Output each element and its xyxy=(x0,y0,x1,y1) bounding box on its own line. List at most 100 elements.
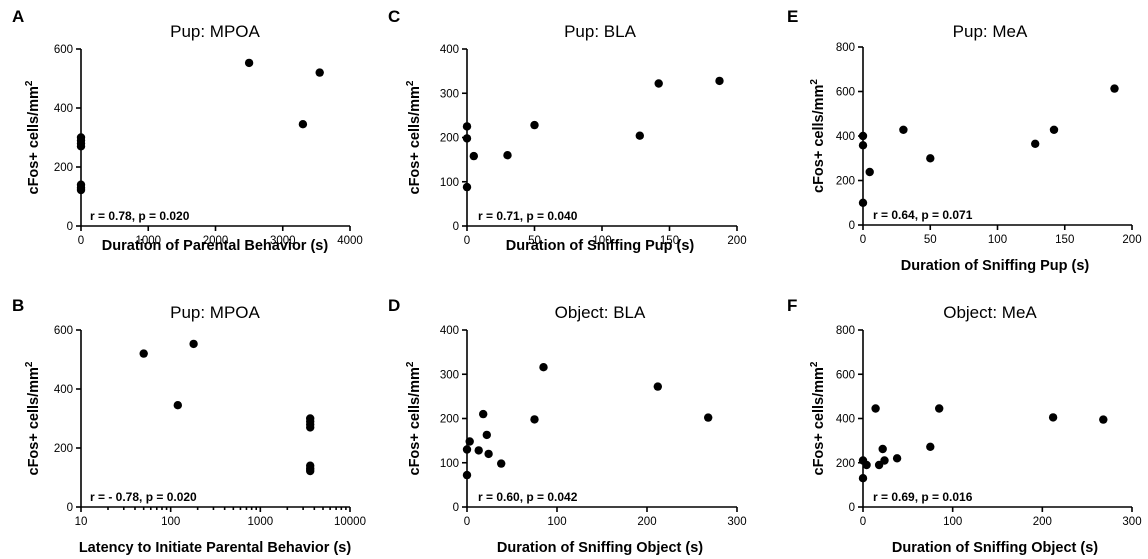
data-point xyxy=(715,76,724,86)
x-tick-label: 10 xyxy=(75,516,88,528)
data-point xyxy=(899,125,908,134)
data-point xyxy=(1049,125,1059,134)
data-point xyxy=(858,474,868,483)
y-tick-label: 600 xyxy=(836,87,855,99)
panel-letter: C xyxy=(388,7,400,26)
panel-b: B Pup: MPOA 0 200 400 600 10 100 1000 10000 Latenc… xyxy=(12,296,366,556)
x-tick-label: 150 xyxy=(660,235,679,247)
data-point xyxy=(926,442,935,451)
data-point xyxy=(462,134,472,143)
panel-title: Pup: MeA xyxy=(953,22,1028,41)
y-axis-label-text: cFos+ cells/mm xyxy=(407,86,423,194)
x-axis-label: Duration of Sniffing Pup (s) xyxy=(506,238,695,254)
x-tick-label: 3000 xyxy=(270,235,296,247)
panel-title: Pup: MPOA xyxy=(170,303,260,322)
data-point xyxy=(474,446,483,455)
y-tick-label: 300 xyxy=(440,369,459,381)
x-tick-label: 0 xyxy=(78,235,84,247)
x-tick-label: 100 xyxy=(161,516,180,528)
y-tick-label: 200 xyxy=(836,176,855,188)
x-tick-label: 50 xyxy=(924,234,937,246)
stat-annotation: r = 0.64, p = 0.071 xyxy=(873,208,973,222)
data-point xyxy=(871,404,880,413)
data-point xyxy=(315,68,324,77)
data-point xyxy=(298,120,308,129)
data-point xyxy=(530,120,539,130)
stat-annotation: r = 0.71, p = 0.040 xyxy=(478,209,578,223)
data-point xyxy=(1099,415,1108,424)
x-tick-label: 2000 xyxy=(203,235,229,247)
data-point xyxy=(635,131,644,140)
stat-annotation: r = 0.60, p = 0.042 xyxy=(478,490,578,504)
y-tick-label: 100 xyxy=(440,458,459,470)
data-point xyxy=(462,182,472,192)
x-tick-label: 0 xyxy=(464,235,470,247)
x-tick-label: 200 xyxy=(1033,516,1052,528)
x-tick-label: 1000 xyxy=(135,235,161,247)
panel-letter: E xyxy=(787,7,798,26)
y-axis-label: cFos+ cells/mm2 xyxy=(405,80,423,194)
data-point xyxy=(139,349,148,358)
data-point xyxy=(173,401,182,410)
x-tick-label: 10000 xyxy=(334,516,366,528)
y-tick-label: 600 xyxy=(54,44,73,56)
y-tick-label: 400 xyxy=(836,131,855,143)
y-axis-label-text: cFos+ cells/mm xyxy=(407,367,423,475)
data-point xyxy=(244,58,254,68)
data-point xyxy=(1031,139,1040,148)
x-tick-label: 200 xyxy=(637,516,656,528)
y-tick-label: 400 xyxy=(54,384,73,396)
data-point xyxy=(858,141,868,150)
y-tick-label: 800 xyxy=(836,42,855,54)
y-axis-label-superscript: 2 xyxy=(809,361,820,367)
y-axis-label-superscript: 2 xyxy=(405,80,416,86)
data-point xyxy=(306,466,315,476)
data-point xyxy=(892,454,902,463)
y-tick-label: 200 xyxy=(440,133,459,145)
panel-e: E Pup: MeA 0 200 400 600 800 0 50 100 150 200 Durati… xyxy=(787,7,1142,274)
panel-letter: F xyxy=(787,296,797,315)
x-tick-label: 100 xyxy=(943,516,962,528)
x-axis-label: Duration of Sniffing Object (s) xyxy=(892,540,1098,556)
y-tick-label: 600 xyxy=(54,325,73,337)
y-axis-label-superscript: 2 xyxy=(24,361,35,367)
y-tick-label: 200 xyxy=(54,162,73,174)
data-point xyxy=(462,445,472,454)
y-axis-label: cFos+ cells/mm2 xyxy=(809,361,827,475)
data-point xyxy=(462,470,472,480)
data-point xyxy=(539,363,548,372)
panel-c: C Pup: BLA 0 100 200 300 400 0 50 100 150 200 Durati… xyxy=(388,7,747,254)
x-tick-label: 300 xyxy=(1122,516,1141,528)
x-tick-label: 100 xyxy=(547,516,566,528)
data-point xyxy=(865,167,874,177)
data-point xyxy=(482,430,491,440)
y-axis-label-superscript: 2 xyxy=(809,79,820,85)
x-tick-label: 4000 xyxy=(337,235,363,247)
panel-d: D Object: BLA 0 100 200 300 400 0 100 200 300 Durat… xyxy=(388,296,747,556)
panel-a: A Pup: MPOA 0 200 400 600 0 1000 2000 3000 4000 Dur… xyxy=(12,7,363,254)
x-tick-label: 0 xyxy=(860,516,866,528)
stat-annotation: r = 0.69, p = 0.016 xyxy=(873,490,973,504)
y-tick-label: 0 xyxy=(849,502,855,514)
panel-f: F Object: MeA 0 200 400 600 800 0 100 200 300 Durat… xyxy=(787,296,1142,556)
data-point xyxy=(497,459,506,468)
data-point xyxy=(189,339,198,349)
y-tick-label: 0 xyxy=(849,220,855,232)
data-point xyxy=(862,460,871,470)
x-tick-label: 0 xyxy=(464,516,470,528)
y-tick-label: 0 xyxy=(67,221,73,233)
panel-letter: D xyxy=(388,296,400,315)
x-tick-label: 100 xyxy=(988,234,1007,246)
y-tick-label: 0 xyxy=(453,502,459,514)
y-tick-label: 300 xyxy=(440,88,459,100)
y-tick-label: 200 xyxy=(440,414,459,426)
data-point xyxy=(704,413,713,422)
x-tick-label: 200 xyxy=(1122,234,1141,246)
data-point xyxy=(503,151,512,160)
data-point xyxy=(469,151,478,161)
y-tick-label: 800 xyxy=(836,325,855,337)
x-tick-label: 300 xyxy=(727,516,746,528)
data-point xyxy=(306,423,315,432)
x-axis-label: Duration of Parental Behavior (s) xyxy=(102,238,329,254)
stat-annotation: r = 0.78, p = 0.020 xyxy=(90,209,190,223)
